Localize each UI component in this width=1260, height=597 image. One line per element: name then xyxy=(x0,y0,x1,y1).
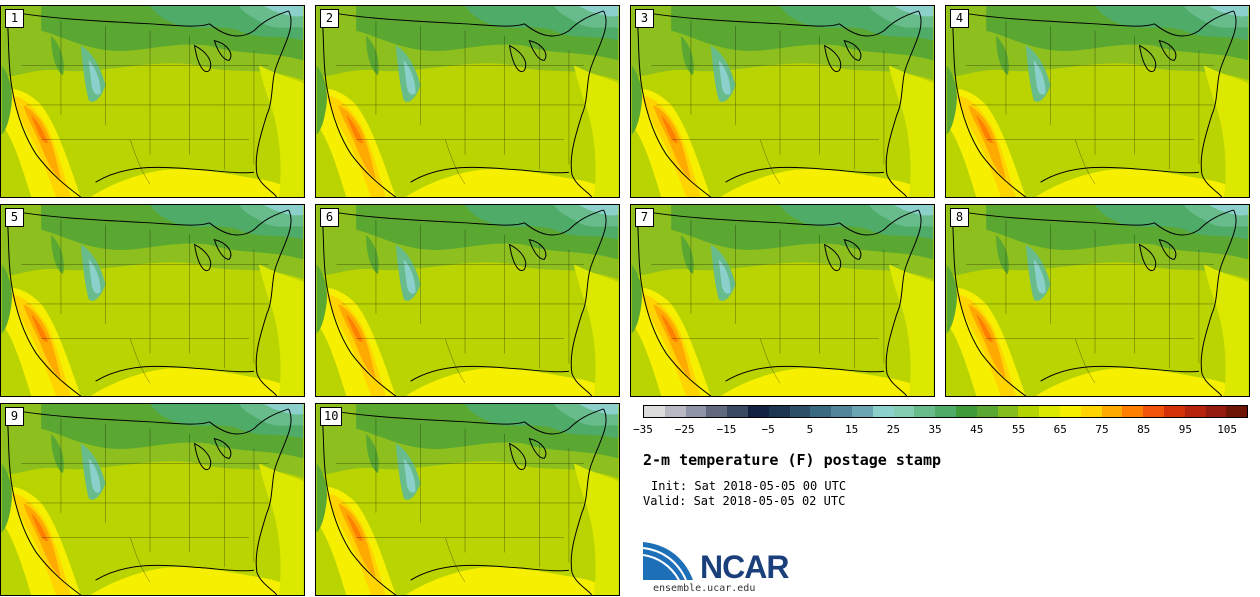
member-panel-10[interactable]: 10 xyxy=(315,403,620,596)
colorbar-swatch xyxy=(1184,406,1206,417)
colorbar-swatch xyxy=(1101,406,1123,417)
colorbar-swatch xyxy=(831,406,852,417)
colorbar-swatch xyxy=(851,406,873,417)
temperature-map xyxy=(1,6,304,197)
member-number-label: 2 xyxy=(320,9,339,28)
colorbar-swatch xyxy=(810,406,832,417)
temperature-map xyxy=(631,6,934,197)
colorbar-swatch xyxy=(1143,406,1164,417)
temperature-map xyxy=(946,6,1249,197)
temperature-map xyxy=(316,205,619,396)
colorbar-tick-label: 95 xyxy=(1178,423,1193,436)
colorbar-tick-label: 75 xyxy=(1095,423,1109,436)
colorbar-swatch xyxy=(789,406,811,417)
member-number-label: 10 xyxy=(320,407,343,426)
page-title: 2-m temperature (F) postage stamp xyxy=(643,451,942,469)
colorbar-swatch xyxy=(644,406,665,417)
member-panel-3[interactable]: 3 xyxy=(630,5,935,198)
member-number-label: 3 xyxy=(635,9,654,28)
member-number-label: 5 xyxy=(5,208,24,227)
member-panel-5[interactable]: 5 xyxy=(0,204,305,397)
member-panel-9[interactable]: 9 xyxy=(0,403,305,596)
colorbar-tick-label: 85 xyxy=(1137,423,1151,436)
colorbar-swatch xyxy=(955,406,977,417)
member-number-label: 6 xyxy=(320,208,339,227)
colorbar-tick-label: −15 xyxy=(716,423,737,436)
colorbar-tick-label: 35 xyxy=(928,423,942,436)
colorbar-swatch xyxy=(1122,406,1144,417)
colorbar-swatch xyxy=(1039,406,1060,417)
colorbar-swatch xyxy=(664,406,686,417)
temperature-map xyxy=(631,205,934,396)
member-panel-2[interactable]: 2 xyxy=(315,5,620,198)
colorbar-swatch xyxy=(872,406,894,417)
colorbar-swatch xyxy=(1163,406,1185,417)
colorbar-swatch xyxy=(976,406,998,417)
member-number-label: 4 xyxy=(950,9,969,28)
colorbar-swatch xyxy=(893,406,915,417)
member-panel-7[interactable]: 7 xyxy=(630,204,935,397)
colorbar-swatch xyxy=(685,406,707,417)
colorbar-tick-label: 115 xyxy=(1259,423,1260,436)
colorbar-tick-label: 5 xyxy=(806,423,814,436)
temperature-map xyxy=(1,404,304,595)
member-number-label: 7 xyxy=(635,208,654,227)
temperature-colorbar xyxy=(643,405,1248,418)
colorbar-swatch xyxy=(1059,406,1081,417)
colorbar-tick-labels: −35 −25 −15 −5 5 15 25 35 45 55 65 75 85 95 105 115 xyxy=(630,421,1260,439)
colorbar-swatch xyxy=(1080,406,1102,417)
colorbar-tick-label: 15 xyxy=(844,423,859,436)
member-panel-1[interactable]: 1 xyxy=(0,5,305,198)
member-panel-8[interactable]: 8 xyxy=(945,204,1250,397)
colorbar-swatch xyxy=(1205,406,1227,417)
colorbar-swatch xyxy=(706,406,728,417)
colorbar-tick-label: 25 xyxy=(886,423,900,436)
temperature-map xyxy=(946,205,1249,396)
colorbar-tick-label: 105 xyxy=(1217,423,1238,436)
member-number-label: 8 xyxy=(950,208,969,227)
colorbar-swatch xyxy=(997,406,1019,417)
site-url[interactable]: ensemble.ucar.edu xyxy=(653,583,756,594)
ncar-logo-text: NCAR xyxy=(700,549,789,585)
colorbar-swatch xyxy=(727,406,748,417)
colorbar-tick-label: −5 xyxy=(761,423,775,436)
member-number-label: 1 xyxy=(5,9,24,28)
temperature-map xyxy=(1,205,304,396)
colorbar-tick-label: −25 xyxy=(674,423,695,436)
colorbar-swatch xyxy=(914,406,936,417)
colorbar-swatch xyxy=(1226,406,1248,417)
member-number-label: 9 xyxy=(5,407,24,426)
colorbar-tick-label: 65 xyxy=(1053,423,1067,436)
init-time: Init: Sat 2018-05-05 00 UTC xyxy=(651,479,847,493)
colorbar-tick-label: −35 xyxy=(633,423,653,436)
colorbar-tick-label: 55 xyxy=(1011,423,1026,436)
colorbar-tick-label: 45 xyxy=(970,423,984,436)
temperature-map xyxy=(316,404,619,595)
temperature-map xyxy=(316,6,619,197)
colorbar-swatch xyxy=(768,406,790,417)
member-panel-4[interactable]: 4 xyxy=(945,5,1250,198)
colorbar-swatch xyxy=(747,406,769,417)
colorbar-swatch xyxy=(935,406,956,417)
ncar-logo-icon xyxy=(643,542,693,581)
colorbar-swatch xyxy=(1018,406,1040,417)
valid-time: Valid: Sat 2018-05-05 02 UTC xyxy=(643,494,846,508)
member-panel-6[interactable]: 6 xyxy=(315,204,620,397)
